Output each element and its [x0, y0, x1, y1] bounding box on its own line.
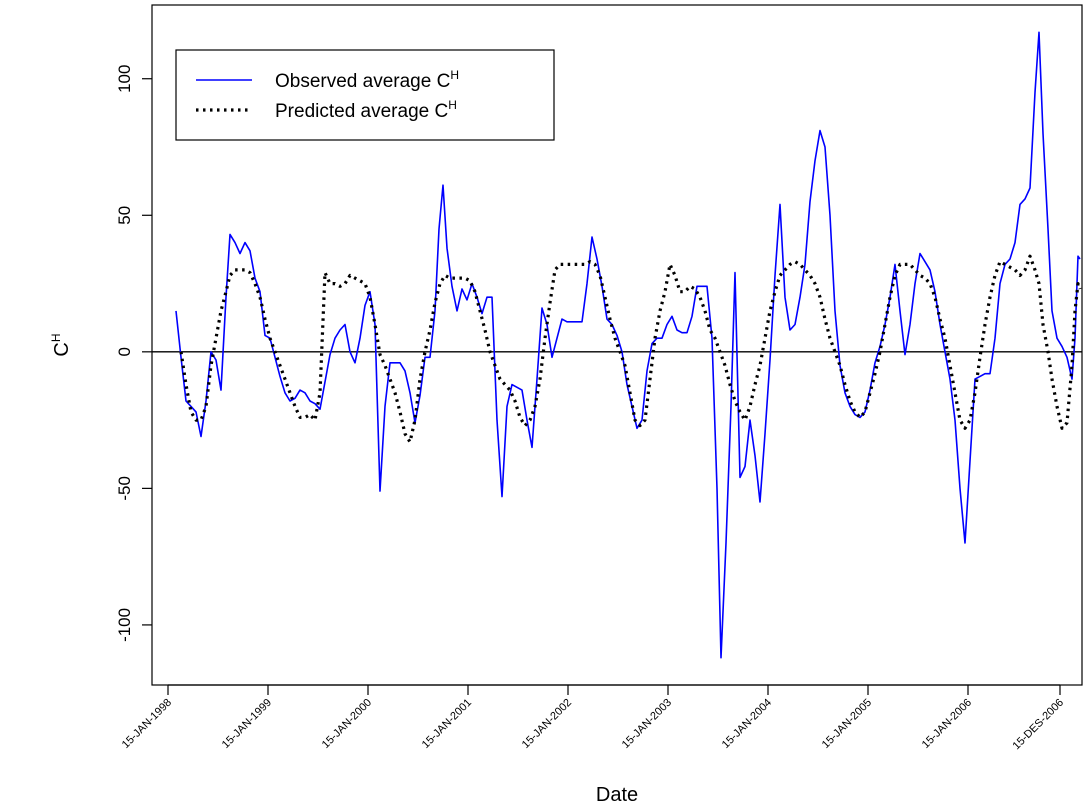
- y-tick-label: 0: [115, 347, 134, 356]
- legend-label-observed: Observed average CH: [275, 68, 459, 92]
- y-axis: 100 50 0 -50 -100: [115, 65, 152, 642]
- y-tick-label: 50: [115, 206, 134, 225]
- y-axis-title-superscript: H: [49, 333, 63, 342]
- y-tick-label: -50: [115, 476, 134, 501]
- legend-label-predicted-main: Predicted average C: [275, 101, 448, 122]
- legend-label-predicted-superscript: H: [448, 98, 457, 112]
- y-tick-label: 100: [115, 65, 134, 93]
- y-tick-label: -100: [115, 608, 134, 642]
- x-axis-title: Date: [596, 784, 638, 806]
- legend-label-predicted: Predicted average CH: [275, 98, 457, 122]
- y-axis-title: CH: [49, 333, 73, 356]
- legend: Observed average CH Predicted average CH: [175, 49, 555, 141]
- series-predicted-line: [179, 254, 1082, 444]
- series-layer: [175, 31, 1082, 659]
- legend-label-observed-superscript: H: [450, 68, 459, 82]
- legend-box: [175, 49, 555, 141]
- legend-label-observed-main: Observed average C: [275, 71, 450, 92]
- y-axis-title-main: C: [51, 342, 73, 356]
